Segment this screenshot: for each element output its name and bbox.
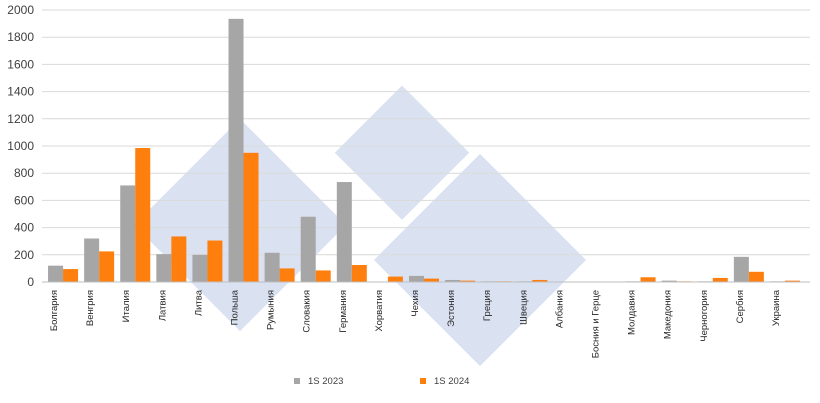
bar-2023: [228, 18, 244, 283]
y-axis-ticks: 0 200 400 600 800 1000 1200 1400 1600 1800 2000: [7, 3, 34, 289]
bar-2024: [387, 276, 403, 282]
x-category-label: Македония: [663, 290, 674, 339]
bar-2024: [63, 269, 79, 282]
x-category-label: Латвия: [157, 290, 168, 321]
bar-2024: [243, 152, 259, 282]
bar-2023: [156, 254, 172, 282]
y-tick-label: 600: [14, 193, 34, 207]
y-tick-label: 1800: [7, 30, 34, 44]
x-category-label: Германия: [338, 290, 349, 333]
x-category-label: Италия: [121, 290, 132, 322]
bar-2023: [445, 279, 461, 282]
bar-2024: [171, 236, 187, 282]
y-tick-label: 200: [14, 248, 34, 262]
legend: 1S 2023 1S 2024: [294, 376, 469, 387]
x-axis-labels: Болгария Венгрия Италия Латвия Литва Польша Ру…: [49, 289, 782, 358]
bar-2023: [733, 256, 749, 282]
bars: [48, 18, 800, 283]
bar-2023: [48, 265, 64, 282]
bar-2024: [279, 268, 295, 282]
bar-2024: [351, 265, 367, 282]
y-tick-label: 800: [14, 166, 34, 180]
legend-label: 1S 2024: [434, 376, 469, 387]
legend-label: 1S 2023: [308, 376, 343, 387]
x-category-label: Румыния: [266, 290, 277, 330]
y-tick-label: 1200: [7, 112, 34, 126]
bar-2024: [135, 148, 151, 282]
bar-2024: [784, 280, 800, 282]
bar-2024: [207, 240, 223, 282]
x-category-label: Хорватия: [374, 290, 385, 332]
bar-2024: [315, 270, 331, 282]
x-category-label: Сербия: [735, 290, 746, 323]
y-tick-label: 2000: [7, 3, 34, 17]
bar-2024: [424, 278, 439, 282]
bar-2024: [748, 271, 764, 282]
x-category-label: Эстония: [446, 290, 457, 327]
x-category-label: Албания: [554, 290, 565, 328]
x-category-label: Греция: [482, 290, 493, 321]
x-category-label: Швеция: [518, 290, 529, 325]
x-category-label: Польша: [230, 289, 241, 325]
bar-2024: [712, 277, 728, 282]
bar-2023: [336, 182, 352, 282]
bar-2024: [532, 279, 548, 282]
y-tick-label: 0: [27, 275, 34, 289]
x-category-label: Литва: [193, 289, 204, 316]
x-category-label: Чехия: [410, 290, 421, 317]
bar-2023: [120, 185, 136, 282]
bar-2023: [661, 280, 677, 282]
y-tick-label: 400: [14, 221, 34, 235]
x-category-label: Босния и Герце: [590, 290, 601, 358]
x-category-label: Словакия: [302, 290, 313, 333]
legend-swatch: [294, 378, 300, 384]
x-category-label: Молдавия: [627, 290, 638, 335]
y-tick-label: 1600: [7, 57, 34, 71]
x-category-label: Болгария: [49, 290, 60, 331]
bar-2023: [264, 252, 280, 282]
x-category-label: Черногория: [699, 290, 710, 342]
y-tick-label: 1400: [7, 85, 34, 99]
bar-2023: [300, 216, 316, 282]
bar-2023: [409, 275, 424, 282]
legend-swatch: [420, 378, 426, 384]
bar-2023: [84, 238, 100, 282]
x-category-label: Венгрия: [85, 290, 96, 326]
bar-2024: [99, 251, 115, 282]
bar-2024: [640, 277, 656, 282]
bar-2023: [192, 254, 208, 282]
y-tick-label: 1000: [7, 139, 34, 153]
bar-2024: [460, 280, 476, 282]
x-category-label: Украина: [771, 289, 782, 326]
